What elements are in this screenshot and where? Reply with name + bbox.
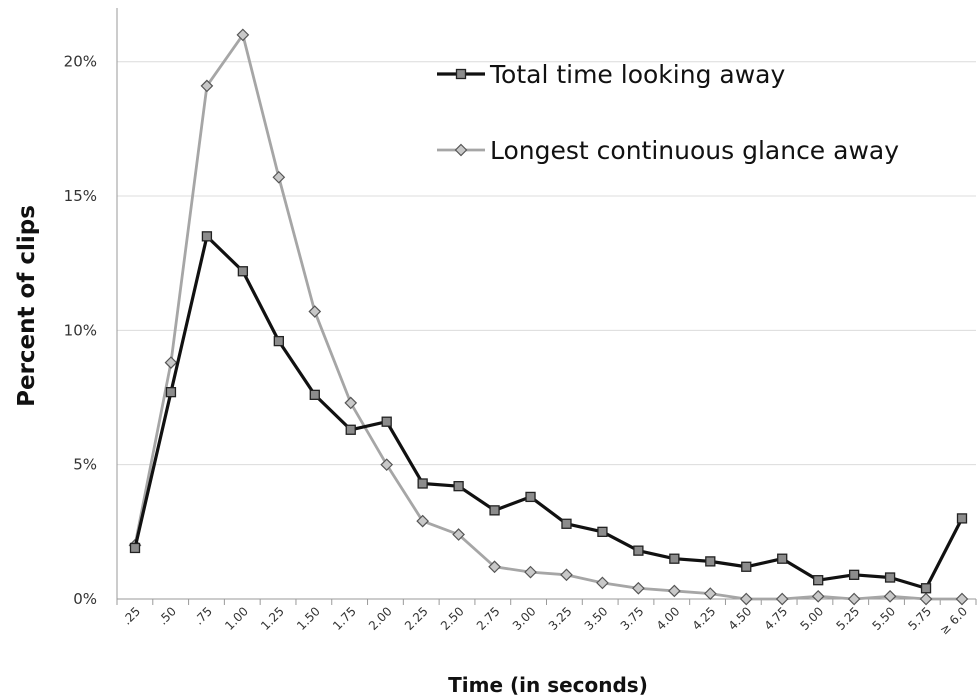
data-point — [488, 560, 501, 574]
x-tick-label: 1.25 — [258, 604, 287, 633]
x-tick-label: 1.00 — [222, 604, 251, 633]
y-tick-labels: 0% 5% 10% 15% 20% — [64, 53, 97, 608]
data-point — [739, 592, 753, 606]
data-point — [956, 513, 968, 524]
data-point — [811, 589, 825, 603]
x-tick-label: 3.25 — [546, 604, 575, 633]
data-point — [741, 561, 752, 572]
data-point — [201, 231, 213, 242]
x-tick-label: 2.25 — [402, 604, 431, 633]
data-point — [309, 389, 320, 400]
x-tick-label: 4.25 — [690, 604, 719, 633]
data-point — [847, 592, 861, 606]
data-point — [884, 572, 896, 583]
data-point — [596, 576, 609, 590]
data-point — [560, 568, 573, 582]
data-point — [308, 305, 322, 318]
data-point — [489, 505, 500, 516]
y-axis-title: Percent of clips — [14, 205, 40, 407]
x-tick-label: 1.50 — [294, 604, 323, 633]
data-point — [775, 592, 789, 606]
data-series — [128, 28, 969, 606]
y-tick-label: 0% — [73, 590, 97, 608]
x-tick-label: 2.50 — [438, 604, 467, 633]
data-point — [777, 553, 788, 564]
legend-item: Total time looking away — [437, 60, 785, 89]
data-point — [453, 481, 464, 492]
axes — [116, 8, 977, 605]
x-tick-label: 4.00 — [654, 604, 683, 633]
data-point — [525, 491, 536, 503]
x-axis-title: Time (in seconds) — [448, 673, 648, 697]
y-tick-label: 10% — [64, 321, 97, 339]
data-point — [380, 458, 394, 472]
x-tick-label: .25 — [120, 604, 143, 627]
data-point — [883, 589, 897, 603]
data-point — [200, 79, 214, 93]
legend-marker — [454, 143, 468, 157]
data-point — [848, 569, 860, 580]
data-point — [165, 386, 177, 398]
data-point — [129, 542, 141, 554]
y-tick-label: 5% — [73, 456, 97, 474]
x-tick-labels: .25 .50 .75 1.00 1.25 1.50 1.75 2.00 2.25 2.50 2.7… — [120, 604, 970, 637]
data-point — [919, 592, 933, 606]
data-point — [705, 556, 716, 567]
data-point — [416, 514, 430, 528]
x-tick-label: 4.75 — [762, 604, 791, 633]
x-tick-label: 5.00 — [798, 604, 827, 633]
data-point — [381, 416, 392, 427]
x-tick-label: 5.25 — [833, 604, 862, 633]
x-tick-label: 4.50 — [726, 604, 755, 633]
data-point — [345, 424, 356, 435]
data-point — [452, 528, 465, 541]
x-tick-label: 5.75 — [905, 604, 934, 633]
x-tick-label: 3.00 — [510, 604, 539, 633]
legend: Total time looking away Longest continuou… — [437, 60, 899, 165]
data-point — [813, 575, 824, 586]
data-point — [272, 170, 286, 184]
data-point — [633, 545, 644, 556]
x-tick-label: 2.00 — [366, 604, 395, 633]
series-line — [133, 33, 962, 601]
legend-marker — [455, 68, 467, 80]
data-point — [273, 335, 284, 347]
data-point — [955, 592, 969, 606]
data-point — [669, 553, 680, 564]
y-tick-label: 20% — [64, 53, 97, 71]
x-tick-label: 3.75 — [618, 604, 647, 633]
data-point — [920, 583, 932, 594]
x-tick-label: 3.50 — [582, 604, 611, 633]
data-point — [164, 356, 178, 369]
data-point — [632, 581, 645, 595]
series-total-time — [129, 231, 968, 594]
y-tick-label: 15% — [64, 187, 97, 205]
data-point — [237, 266, 249, 277]
x-tick-label: 5.50 — [869, 604, 898, 633]
data-point — [524, 565, 537, 579]
data-point — [703, 587, 717, 600]
data-point — [236, 28, 250, 42]
x-tick-label: 1.75 — [330, 604, 359, 633]
gridlines — [117, 61, 976, 466]
x-tick-label: .75 — [192, 604, 215, 627]
data-point — [561, 518, 572, 529]
x-tick-label: 2.75 — [474, 604, 503, 633]
x-tick-label: ≥ 6.0 — [937, 604, 970, 637]
legend-label: Longest continuous glance away — [490, 136, 899, 165]
x-tick-label: .50 — [156, 604, 179, 627]
data-point — [597, 526, 608, 537]
data-point — [417, 478, 428, 489]
data-point — [667, 584, 681, 598]
legend-item: Longest continuous glance away — [437, 136, 899, 165]
legend-label: Total time looking away — [489, 60, 785, 89]
series-line — [133, 234, 964, 590]
series-longest-glance — [128, 28, 969, 606]
data-point — [344, 396, 358, 410]
